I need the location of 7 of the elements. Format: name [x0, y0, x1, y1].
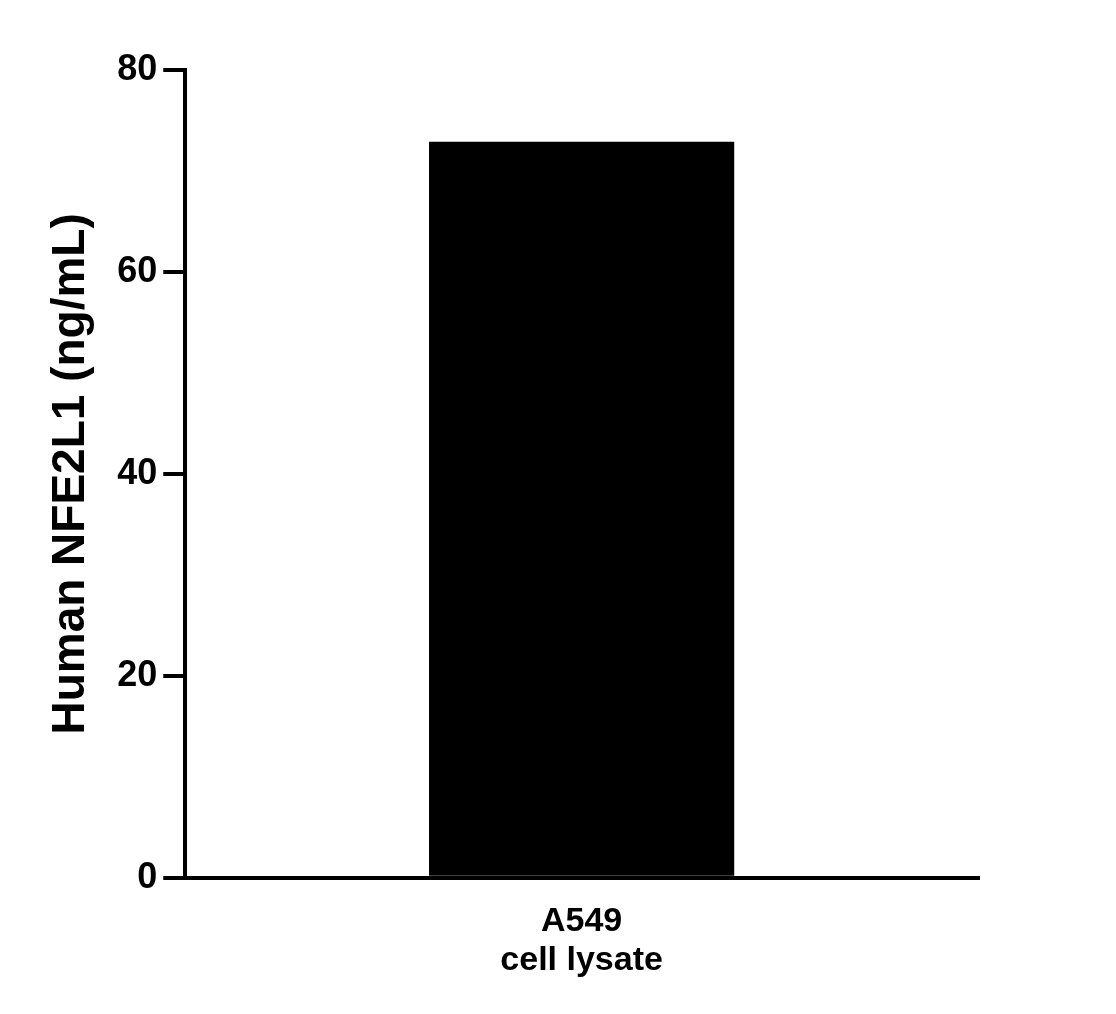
y-tick-label: 60 — [117, 248, 158, 290]
y-axis-title: Human NFE2L1 (ng/mL) — [42, 213, 95, 735]
y-tick-label: 80 — [117, 46, 158, 88]
y-tick-label: 20 — [117, 652, 158, 694]
y-tick-label: 40 — [117, 450, 158, 492]
x-tick-label: A549 cell lysate — [500, 899, 663, 977]
y-tick-label: 0 — [137, 854, 158, 896]
